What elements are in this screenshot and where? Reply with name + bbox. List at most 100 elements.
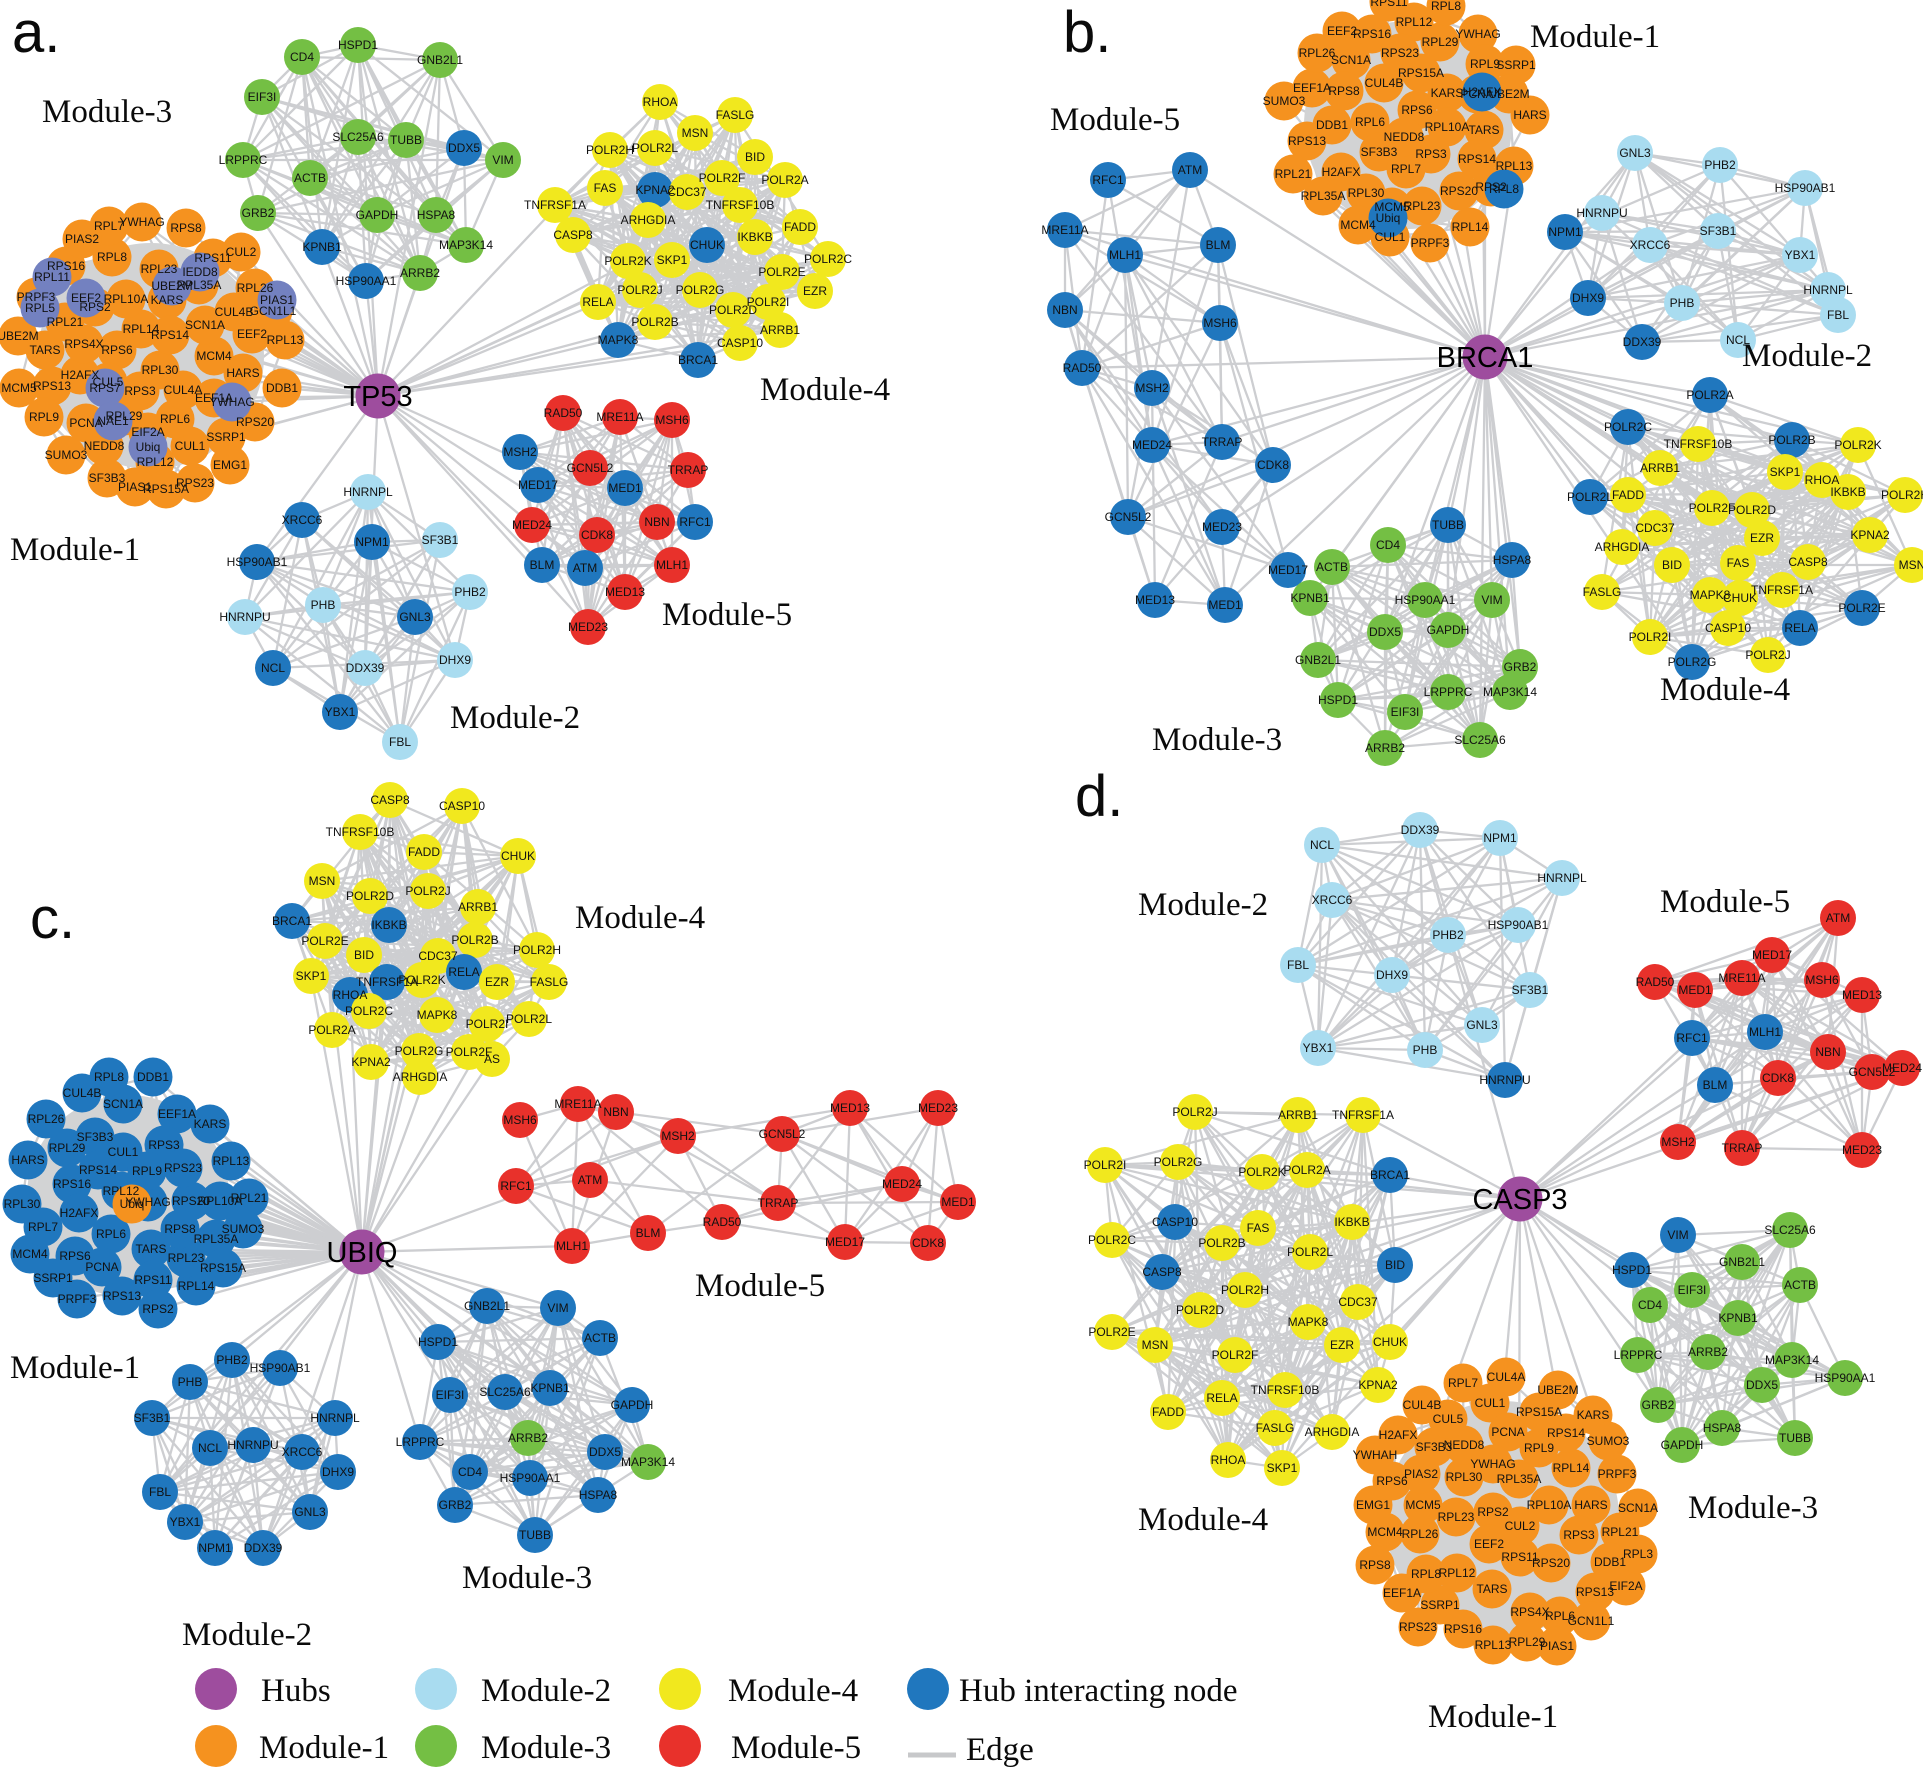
- svg-text:DHX9: DHX9: [439, 653, 471, 667]
- svg-text:PRPF3: PRPF3: [1598, 1467, 1637, 1481]
- svg-text:MRE11A: MRE11A: [1041, 223, 1088, 237]
- svg-text:RPL30: RPL30: [1446, 1470, 1483, 1484]
- svg-text:KPNA2: KPNA2: [1850, 528, 1890, 542]
- svg-text:BRCA1: BRCA1: [1437, 342, 1534, 374]
- svg-text:RPS16: RPS16: [1444, 1622, 1482, 1636]
- svg-text:RPS15A: RPS15A: [143, 482, 189, 496]
- svg-text:HSPD1: HSPD1: [418, 1335, 458, 1349]
- svg-text:POLR2E: POLR2E: [1088, 1325, 1135, 1339]
- svg-text:RPS6: RPS6: [101, 343, 133, 357]
- svg-text:POLR2F: POLR2F: [1689, 501, 1736, 515]
- svg-text:MAPK8: MAPK8: [417, 1008, 458, 1022]
- svg-text:MSH6: MSH6: [503, 1113, 537, 1127]
- svg-text:RFC1: RFC1: [1092, 173, 1124, 187]
- svg-text:PIAS2: PIAS2: [65, 232, 99, 246]
- svg-text:EIF3I: EIF3I: [1391, 705, 1420, 719]
- svg-text:POLR2H: POLR2H: [1221, 1283, 1269, 1297]
- svg-text:RPS8: RPS8: [170, 221, 202, 235]
- svg-text:DDX39: DDX39: [1623, 335, 1662, 349]
- svg-text:VIM: VIM: [1481, 593, 1502, 607]
- svg-text:POLR2C: POLR2C: [804, 252, 852, 266]
- svg-text:POLR2K: POLR2K: [398, 973, 445, 987]
- svg-text:RPS2: RPS2: [142, 1302, 174, 1316]
- svg-text:NBN: NBN: [603, 1105, 628, 1119]
- svg-text:CUL5: CUL5: [93, 375, 124, 389]
- svg-text:RPL9: RPL9: [1524, 1441, 1554, 1455]
- svg-text:RPL5: RPL5: [25, 301, 55, 315]
- svg-text:MAPK8: MAPK8: [1690, 588, 1731, 602]
- svg-text:CUL4A: CUL4A: [164, 383, 203, 397]
- svg-text:CASP8: CASP8: [1788, 555, 1828, 569]
- svg-text:SF3B3: SF3B3: [1416, 1440, 1453, 1454]
- svg-text:CDK8: CDK8: [912, 1236, 944, 1250]
- svg-text:POLR2K: POLR2K: [1834, 438, 1881, 452]
- svg-text:MCM4: MCM4: [1367, 1525, 1403, 1539]
- svg-text:HNRNPL: HNRNPL: [1803, 283, 1853, 297]
- svg-text:DDX39: DDX39: [346, 661, 385, 675]
- svg-text:H2AFX: H2AFX: [1379, 1428, 1418, 1442]
- svg-text:DDX39: DDX39: [244, 1541, 283, 1555]
- svg-text:POLR2B: POLR2B: [631, 315, 678, 329]
- svg-text:RPS4X: RPS4X: [64, 337, 103, 351]
- svg-text:YWHAG: YWHAG: [125, 1195, 170, 1209]
- svg-text:EEF1A: EEF1A: [158, 1107, 196, 1121]
- svg-text:RPL14: RPL14: [1452, 220, 1489, 234]
- svg-text:NEDD8: NEDD8: [1444, 1438, 1485, 1452]
- svg-text:RPL21: RPL21: [1275, 167, 1312, 181]
- svg-text:EEF2: EEF2: [237, 327, 267, 341]
- svg-text:MCM5: MCM5: [1, 381, 37, 395]
- svg-text:PCNA: PCNA: [1491, 1425, 1524, 1439]
- svg-text:RPL10A: RPL10A: [104, 292, 149, 306]
- svg-text:DDX39: DDX39: [1401, 823, 1440, 837]
- svg-text:RPL12: RPL12: [1396, 15, 1433, 29]
- svg-text:BID: BID: [1662, 558, 1682, 572]
- svg-text:RPS3: RPS3: [148, 1138, 180, 1152]
- svg-text:RPS15A: RPS15A: [1398, 66, 1444, 80]
- svg-text:FASLG: FASLG: [530, 975, 569, 989]
- svg-text:CUL5: CUL5: [1433, 1412, 1464, 1426]
- svg-text:EEF2: EEF2: [71, 291, 101, 305]
- svg-text:GRB2: GRB2: [439, 1498, 472, 1512]
- svg-text:TNFRSF10B: TNFRSF10B: [1251, 1383, 1320, 1397]
- svg-text:PIAS1: PIAS1: [118, 480, 152, 494]
- svg-text:RPL35A: RPL35A: [1301, 189, 1346, 203]
- svg-text:SSRP1: SSRP1: [206, 430, 246, 444]
- svg-text:RPL9: RPL9: [29, 410, 59, 424]
- svg-text:MSN: MSN: [309, 874, 336, 888]
- svg-text:SSRP1: SSRP1: [33, 1271, 73, 1285]
- svg-text:CASP8: CASP8: [553, 228, 593, 242]
- svg-text:KPNB1: KPNB1: [1718, 1311, 1758, 1325]
- svg-text:RPL10A: RPL10A: [1527, 1498, 1572, 1512]
- svg-text:ATM: ATM: [1826, 911, 1850, 925]
- svg-text:HNRNPU: HNRNPU: [1479, 1073, 1530, 1087]
- svg-text:POLR2A: POLR2A: [1686, 388, 1733, 402]
- svg-text:YWHAH: YWHAH: [1353, 1448, 1398, 1462]
- svg-text:H2AFX: H2AFX: [60, 1206, 99, 1220]
- svg-text:NBN: NBN: [1052, 303, 1077, 317]
- svg-text:POLR2F: POLR2F: [1212, 1348, 1259, 1362]
- svg-text:RPL8: RPL8: [94, 1070, 124, 1084]
- svg-text:HARS: HARS: [1574, 1498, 1607, 1512]
- svg-text:Module-2: Module-2: [450, 700, 580, 736]
- svg-text:CUL1: CUL1: [1375, 230, 1406, 244]
- svg-text:BLM: BLM: [530, 558, 555, 572]
- svg-text:UBE2M: UBE2M: [0, 329, 39, 343]
- svg-text:PHB: PHB: [1413, 1043, 1438, 1057]
- svg-text:CD4: CD4: [1638, 1298, 1662, 1312]
- svg-text:ARRB1: ARRB1: [760, 323, 800, 337]
- svg-text:KPNA2: KPNA2: [635, 183, 675, 197]
- svg-text:POLR2H: POLR2H: [1881, 488, 1923, 502]
- svg-text:XRCC6: XRCC6: [1312, 893, 1353, 907]
- svg-text:HSPD1: HSPD1: [338, 38, 378, 52]
- svg-text:KPNB1: KPNB1: [1290, 591, 1330, 605]
- svg-text:SF3B1: SF3B1: [422, 533, 459, 547]
- svg-text:POLR2B: POLR2B: [1768, 433, 1815, 447]
- svg-text:IKBKB: IKBKB: [371, 918, 406, 932]
- svg-text:MED13: MED13: [605, 585, 645, 599]
- svg-text:RPS8: RPS8: [1328, 84, 1360, 98]
- svg-text:RPL13: RPL13: [213, 1154, 250, 1168]
- svg-text:RFC1: RFC1: [500, 1179, 532, 1193]
- svg-text:RPL30: RPL30: [4, 1197, 41, 1211]
- svg-text:YWHAG: YWHAG: [119, 215, 164, 229]
- svg-text:RPL12: RPL12: [137, 455, 174, 469]
